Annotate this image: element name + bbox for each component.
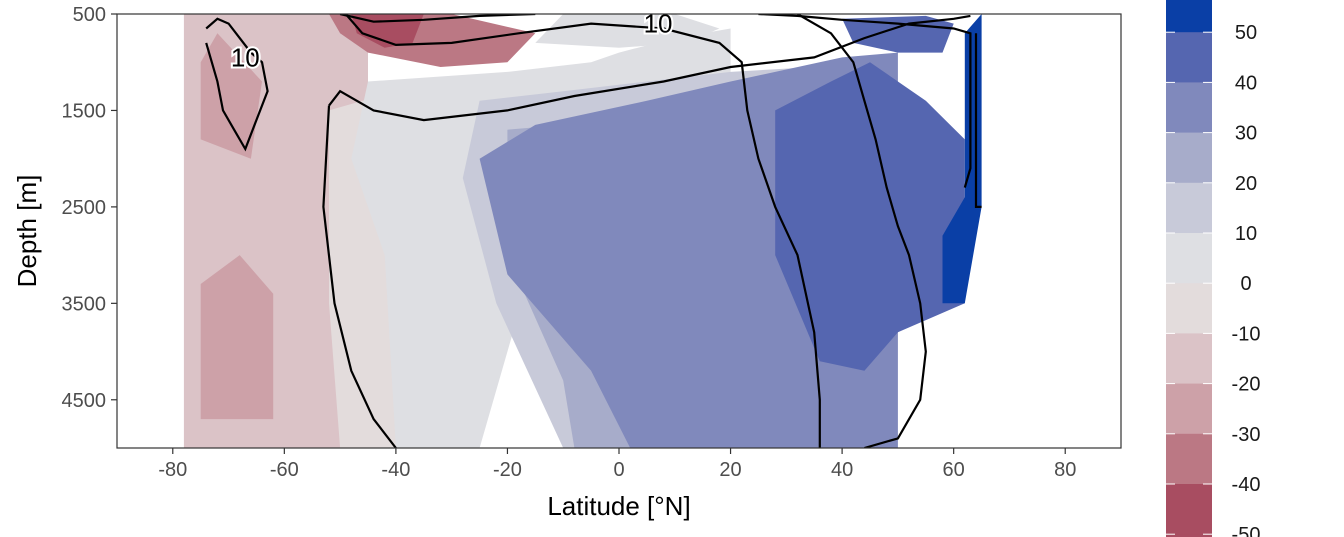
legend-band-1 — [1166, 32, 1212, 83]
legend-label-0: 50 — [1235, 22, 1257, 44]
contour-region-10 — [942, 14, 982, 304]
color-legend: 50 40 30 20 10 0 -10 -20 -30 -40 -50 — [1166, 0, 1260, 537]
y-tick-label-0: 500 — [73, 4, 106, 26]
contour-region-13 — [351, 14, 424, 48]
contour-line-0 — [205, 17, 269, 152]
contour-line-2 — [322, 105, 397, 448]
x-tick-label-3: -20 — [493, 459, 522, 481]
legend-band-10 — [1166, 484, 1212, 535]
legend-label-6: -10 — [1232, 323, 1261, 345]
contour-line-6 — [758, 14, 972, 188]
contour-field — [183, 14, 982, 448]
legend-band-2 — [1166, 82, 1212, 134]
legend-label-10: -50 — [1232, 524, 1261, 537]
x-tick-label-7: 60 — [943, 459, 965, 481]
legend-band-6 — [1166, 283, 1212, 334]
x-tick-label-0: -80 — [158, 459, 187, 481]
x-tick-label-1: -60 — [270, 459, 299, 481]
contour-region-2 — [200, 33, 262, 159]
x-axis-title: Latitude [°N] — [547, 491, 690, 521]
legend-label-8: -30 — [1232, 424, 1261, 446]
legend-band-5 — [1166, 233, 1212, 284]
contour-line-4 — [339, 14, 536, 23]
y-axis-title: Depth [m] — [12, 175, 42, 288]
contour-line-7 — [974, 33, 982, 208]
x-tick-label-8: 80 — [1054, 459, 1076, 481]
contour-label-0: 10 — [231, 42, 260, 72]
legend-label-4: 10 — [1235, 223, 1257, 245]
contour-label-1: 10 — [644, 9, 673, 39]
x-tick-label-2: -40 — [381, 459, 410, 481]
x-tick-label-5: 20 — [719, 459, 741, 481]
legend-label-5: 0 — [1240, 273, 1251, 295]
legend-label-1: 40 — [1235, 72, 1257, 94]
legend-band-11 — [1166, 534, 1212, 537]
y-tick-label-4: 4500 — [62, 390, 107, 412]
contour-region-1 — [200, 255, 274, 420]
legend-label-3: 20 — [1235, 173, 1257, 195]
legend-band-0 — [1166, 0, 1212, 33]
legend-band-3 — [1166, 132, 1212, 184]
x-axis: -80 -60 -40 -20 0 20 40 60 80 — [158, 448, 1076, 481]
legend-label-7: -20 — [1232, 374, 1261, 396]
y-tick-label-1: 1500 — [62, 100, 107, 122]
contour-line-5 — [796, 14, 927, 448]
y-tick-label-3: 3500 — [62, 293, 107, 315]
contour-region-11 — [535, 14, 720, 48]
legend-band-8 — [1166, 383, 1212, 435]
legend-label-9: -40 — [1232, 474, 1261, 496]
y-tick-label-2: 2500 — [62, 197, 107, 219]
x-tick-label-4: 0 — [613, 459, 624, 481]
legend-band-4 — [1166, 182, 1212, 234]
legend-band-7 — [1166, 333, 1212, 385]
contour-lines — [205, 14, 982, 448]
contour-line-3 — [344, 14, 821, 448]
legend-band-9 — [1166, 433, 1212, 485]
y-axis: 500 1500 2500 3500 4500 — [62, 4, 117, 412]
x-tick-label-6: 40 — [831, 459, 853, 481]
legend-label-2: 30 — [1235, 123, 1257, 145]
